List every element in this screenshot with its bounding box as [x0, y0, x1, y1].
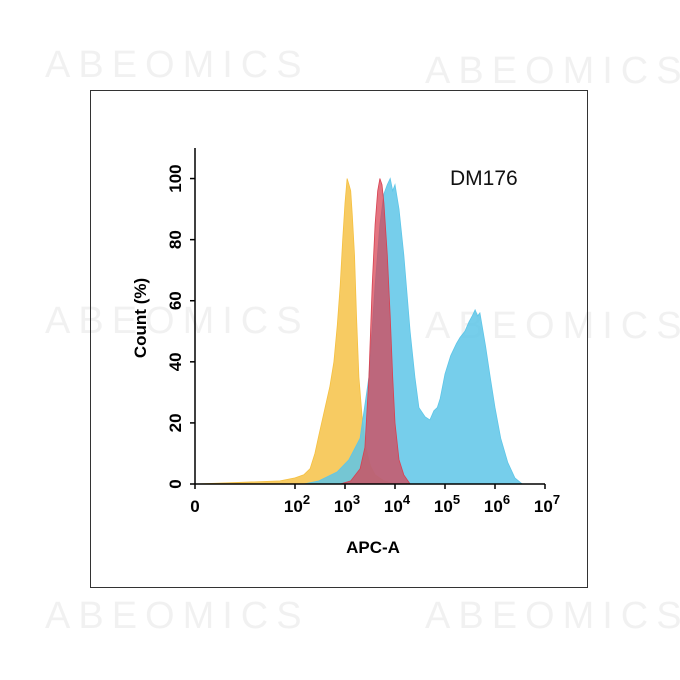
y-tick-label: 0 — [166, 479, 185, 488]
y-tick-label: 100 — [166, 164, 185, 192]
y-tick-label: 60 — [166, 291, 185, 310]
chart-frame — [90, 90, 588, 588]
watermark: ABEOMICS — [45, 595, 310, 637]
histogram-series-3 — [340, 178, 411, 485]
watermark: ABEOMICS — [425, 50, 680, 92]
y-axis-label: Count (%) — [131, 278, 150, 358]
y-tick-label: 80 — [166, 230, 185, 249]
series-layer — [194, 177, 524, 485]
x-tick-label: 107 — [534, 492, 560, 516]
watermark: ABEOMICS — [425, 595, 680, 637]
y-tick-label: 20 — [166, 413, 185, 432]
y-tick-label: 40 — [166, 352, 185, 371]
axes-layer: 0 20 40 60 80 100 0 102 103 104 105 106 107 — [166, 148, 560, 516]
chart-title: DM176 — [450, 167, 518, 190]
watermark: ABEOMICS — [45, 300, 310, 342]
x-tick-label: 105 — [434, 492, 460, 516]
x-tick-label: 106 — [484, 492, 510, 516]
watermark: ABEOMICS — [45, 44, 310, 86]
x-axis-label: APC-A — [346, 538, 400, 557]
x-tick-label: 103 — [334, 492, 360, 516]
x-tick-label: 102 — [284, 492, 310, 516]
x-tick-label: 0 — [190, 497, 199, 516]
x-tick-label: 104 — [384, 492, 411, 516]
